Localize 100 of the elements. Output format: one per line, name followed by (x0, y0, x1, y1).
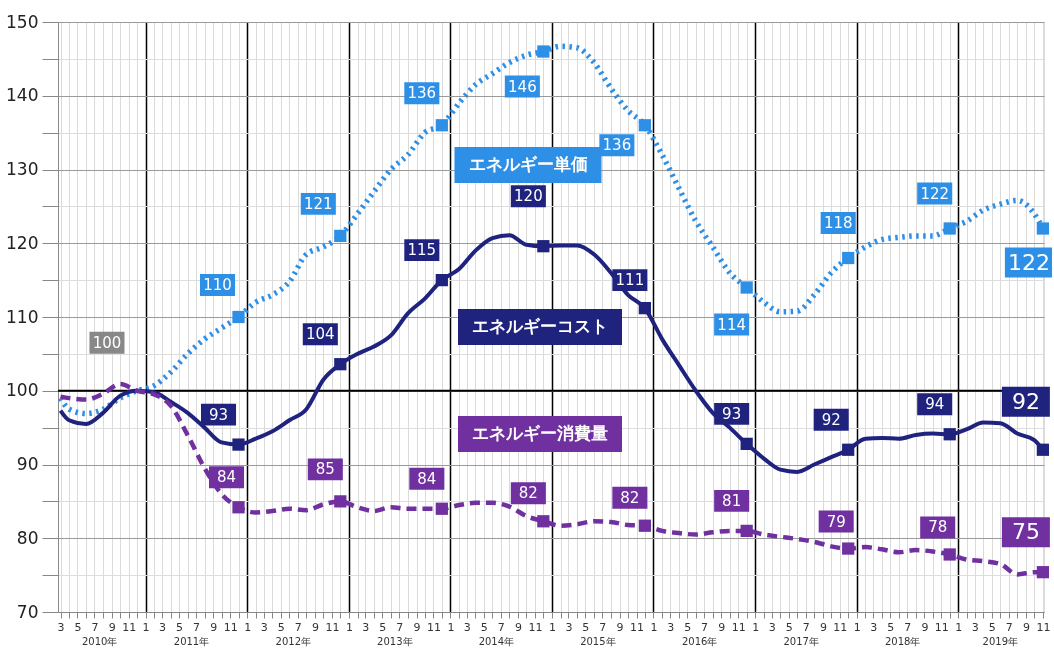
x-tick-label: 1 (548, 620, 556, 634)
x-tick-label: 11 (731, 620, 746, 634)
data-label: 136 (407, 84, 437, 103)
x-tick-label: 7 (91, 620, 99, 634)
point (537, 515, 550, 528)
point (537, 45, 550, 58)
x2-tick-label: 2017年 (783, 636, 819, 647)
x-tick-label: 5 (988, 620, 996, 634)
point (334, 358, 347, 371)
data-label: 122 (920, 184, 950, 203)
data-label: 118 (823, 214, 853, 232)
x-tick-label: 3 (971, 620, 979, 634)
x-tick-label: 9 (413, 620, 421, 634)
data-label: 115 (407, 241, 437, 260)
point (232, 310, 245, 324)
data-label: 92 (821, 410, 841, 429)
point (638, 119, 651, 132)
y-tick-label: 120 (6, 232, 39, 253)
data-label: 111 (615, 271, 645, 290)
x-tick-label: 5 (684, 620, 692, 634)
x-tick-label: 3 (362, 620, 370, 634)
point (638, 519, 651, 532)
x-tick-label: 1 (447, 620, 455, 634)
data-label: 93 (722, 404, 742, 423)
y-tick-label: 100 (6, 380, 39, 401)
point (435, 119, 448, 132)
x-tick-label: 9 (312, 620, 319, 634)
x-tick-label: 9 (210, 620, 218, 634)
x-tick-label: 11 (630, 620, 645, 634)
y-tick-label: 130 (6, 159, 39, 179)
x2-tick-label: 2015年 (580, 636, 616, 647)
x-tick-label: 9 (108, 620, 116, 634)
x-tick-label: 3 (260, 620, 268, 634)
x-tick-label: 11 (223, 620, 238, 634)
x-tick-label: 11 (325, 620, 340, 634)
x-tick-label: 5 (379, 620, 387, 634)
point (537, 240, 550, 253)
x-tick-label: 11 (934, 620, 949, 634)
x-tick-label: 1 (752, 620, 760, 634)
point (842, 542, 855, 555)
point (740, 437, 753, 450)
x-tick-label: 7 (802, 620, 810, 634)
x-tick-label: 3 (768, 620, 776, 634)
x-tick-label: 3 (463, 620, 471, 634)
x-tick-label: 3 (565, 620, 573, 634)
x-tick-label: 1 (955, 620, 963, 634)
data-label: 110 (203, 276, 232, 294)
x-tick-label: 11 (833, 620, 848, 634)
data-label: 84 (417, 469, 437, 488)
data-label: 120 (514, 187, 543, 206)
x-tick-label: 5 (74, 620, 82, 634)
x-tick-label: 9 (718, 620, 726, 634)
data-label: 85 (315, 460, 335, 479)
x-tick-label: 5 (175, 620, 183, 634)
data-label: 94 (925, 395, 945, 414)
x-tick-label: 7 (701, 620, 709, 634)
data-label: 104 (305, 325, 335, 344)
point (943, 548, 956, 561)
x-tick-label: 3 (870, 620, 878, 634)
point (943, 428, 956, 441)
point (943, 222, 956, 235)
point (435, 502, 448, 515)
x-tick-label: 9 (515, 620, 523, 634)
x-tick-label: 3 (57, 620, 65, 634)
x2-tick-label: 2016年 (681, 636, 718, 647)
x-tick-label: 5 (887, 620, 895, 634)
x-tick-label: 5 (277, 620, 285, 634)
point (842, 251, 855, 265)
x-tick-label: 7 (192, 620, 200, 634)
x-tick-label: 9 (921, 620, 929, 634)
x2-tick-label: 2011年 (173, 636, 210, 647)
x-tick-label: 9 (616, 620, 624, 634)
data-label: 82 (620, 488, 640, 507)
y-tick-label: 80 (16, 527, 39, 548)
data-label: 84 (216, 468, 237, 487)
point (334, 495, 347, 508)
x-tick-label: 5 (582, 620, 590, 634)
x-tick-label: 7 (904, 620, 912, 634)
point (435, 274, 448, 287)
series-label: エネルギーコスト (472, 316, 608, 336)
x-tick-label: 3 (667, 620, 675, 634)
text: エネルギー消費量 (472, 423, 608, 443)
x-tick-label: 7 (497, 620, 505, 634)
point (232, 501, 245, 514)
x-tick-label: 1 (853, 620, 861, 634)
x2-tick-label: 2012年 (275, 636, 312, 647)
data-label: 122 (1007, 249, 1050, 275)
x2-tick-label: 2019年 (982, 636, 1019, 647)
data-label: 82 (518, 484, 538, 503)
x-tick-label: 9 (819, 620, 827, 634)
x-tick-label: 1 (650, 620, 658, 634)
x-tick-label: 7 (1005, 620, 1013, 634)
point (1036, 222, 1050, 235)
data-label: 93 (208, 405, 229, 424)
point (1036, 443, 1050, 456)
x-tick-label: 5 (480, 620, 488, 634)
y-tick-label: 150 (6, 11, 39, 32)
point (638, 302, 651, 315)
y-tick-label: 110 (6, 306, 39, 327)
data-label: 121 (303, 194, 333, 213)
